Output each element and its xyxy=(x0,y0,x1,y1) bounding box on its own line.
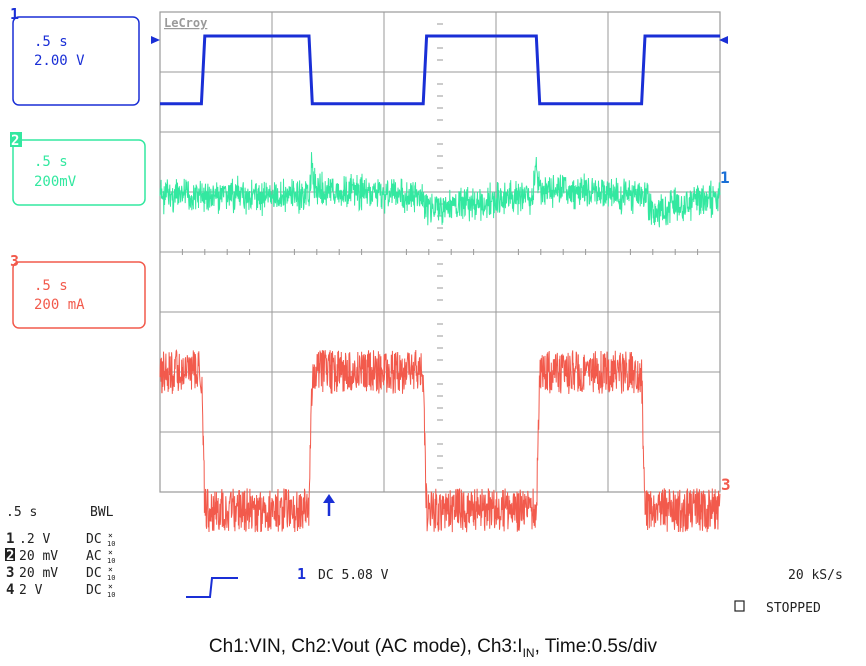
status-row-4: 4 2 V DC × 10 xyxy=(6,582,115,599)
graticule xyxy=(159,11,721,493)
channel-2-time: .5 s xyxy=(34,154,68,170)
traces xyxy=(159,34,721,533)
probe-x-label: × xyxy=(108,582,113,591)
channel-3-box[interactable]: 3 .5 s 200 mA xyxy=(10,252,146,329)
ch1-level-marker-left xyxy=(151,36,160,44)
acquisition-state-checkbox-icon[interactable] xyxy=(734,600,745,612)
channel-2-number: 2 xyxy=(11,133,19,149)
status-row-number: 3 xyxy=(6,565,14,581)
status-row-volts: 20 mV xyxy=(19,566,58,581)
status-row-number: 4 xyxy=(6,582,14,598)
channel-3-time: .5 s xyxy=(34,278,68,294)
probe-10-label: 10 xyxy=(107,557,115,565)
status-row-coupling: DC xyxy=(86,566,102,581)
trigger-level: DC 5.08 V xyxy=(318,568,389,583)
probe-10-label: 10 xyxy=(107,591,115,599)
status-row-coupling: DC xyxy=(86,532,102,547)
trace-ch1 xyxy=(160,34,720,106)
status-row-volts: .2 V xyxy=(19,532,50,547)
acquisition-state: STOPPED xyxy=(766,601,821,616)
probe-10-label: 10 xyxy=(107,540,115,548)
bwl-label: BWL xyxy=(90,505,114,520)
trace-ch2-noise xyxy=(159,152,721,228)
status-row-coupling: AC xyxy=(86,549,102,564)
status-row-2: 2 20 mV AC × 10 xyxy=(5,548,115,565)
status-row-number: 1 xyxy=(6,531,14,547)
probe-x-label: × xyxy=(108,531,113,540)
status-row-volts: 2 V xyxy=(19,583,43,598)
status-row-volts: 20 mV xyxy=(19,549,58,564)
trace-ch3 xyxy=(159,349,721,533)
ch3-right-label: 3 xyxy=(721,475,731,494)
brand-label: LeCroy xyxy=(164,16,207,30)
channel-1-number: 1 xyxy=(10,5,19,23)
status-row-3: 3 20 mV DC × 10 xyxy=(6,565,115,582)
channel-2-scale: 200mV xyxy=(34,174,77,190)
trigger-position-arrow[interactable] xyxy=(323,494,335,516)
status-row-number: 2 xyxy=(6,548,14,564)
probe-10-label: 10 xyxy=(107,574,115,582)
figure-caption: Ch1:VIN, Ch2:Vout (AC mode), Ch3:IIN, Ti… xyxy=(0,636,866,660)
channel-status-rows: 1 .2 V DC × 10 2 20 mV AC × 10 3 20 mV D… xyxy=(5,531,115,599)
channel-1-time: .5 s xyxy=(34,34,68,50)
trigger-channel: 1 xyxy=(297,565,306,583)
channel-2-box[interactable]: 2 .5 s 200mV xyxy=(10,132,146,206)
channel-1-scale: 2.00 V xyxy=(34,53,85,69)
ch1-level-marker-right xyxy=(719,36,728,44)
caption-text: Ch1:VIN, Ch2:Vout (AC mode), Ch3:I xyxy=(208,636,523,657)
ch2-right-label: 1 xyxy=(720,168,730,187)
trace-ch2 xyxy=(159,152,721,228)
channel-3-number: 3 xyxy=(10,252,19,270)
trace-ch3-noise xyxy=(159,349,721,533)
trace-ch1-line xyxy=(160,34,720,106)
caption-subscript: IN xyxy=(522,645,535,660)
channel-1-box[interactable]: 1 .5 s 2.00 V xyxy=(10,5,140,106)
caption-text-tail: , Time:0.5s/div xyxy=(534,636,658,657)
probe-x-label: × xyxy=(108,548,113,557)
sample-rate: 20 kS/s xyxy=(788,568,843,583)
timebase-readout: .5 s xyxy=(6,505,37,520)
probe-x-label: × xyxy=(108,565,113,574)
channel-3-scale: 200 mA xyxy=(34,297,85,313)
status-row-1: 1 .2 V DC × 10 xyxy=(6,531,115,548)
rising-edge-trigger-icon xyxy=(186,577,238,598)
status-row-coupling: DC xyxy=(86,583,102,598)
